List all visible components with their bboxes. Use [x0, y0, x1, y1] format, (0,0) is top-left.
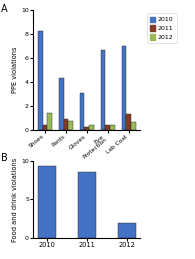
- Bar: [118, 223, 136, 238]
- Y-axis label: PPE violations: PPE violations: [12, 47, 19, 93]
- Bar: [38, 166, 56, 238]
- Text: A: A: [1, 4, 8, 15]
- Bar: [68, 121, 73, 130]
- Bar: [47, 113, 52, 130]
- Bar: [80, 92, 84, 130]
- Bar: [78, 172, 96, 238]
- Bar: [131, 122, 136, 130]
- Bar: [105, 125, 110, 130]
- Bar: [59, 78, 64, 130]
- Bar: [43, 125, 47, 130]
- Bar: [110, 125, 115, 130]
- Y-axis label: Food and drink violations: Food and drink violations: [12, 157, 19, 242]
- Bar: [38, 31, 43, 130]
- Bar: [89, 125, 94, 130]
- Bar: [64, 119, 68, 130]
- Bar: [126, 114, 131, 130]
- Text: B: B: [1, 153, 8, 163]
- Legend: 2010, 2011, 2012: 2010, 2011, 2012: [147, 13, 177, 43]
- Bar: [84, 127, 89, 130]
- Bar: [101, 50, 105, 130]
- Bar: [122, 46, 126, 130]
